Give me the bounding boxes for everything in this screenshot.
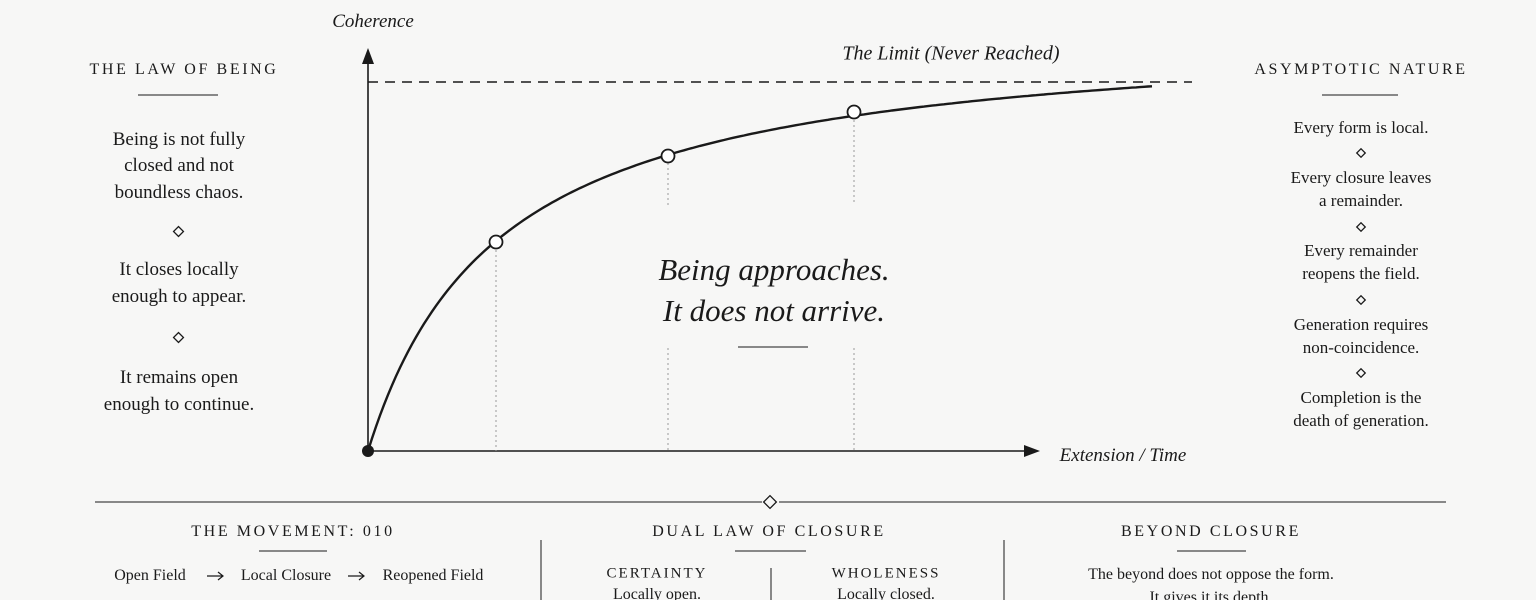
column-text: Locally open. — [613, 586, 701, 600]
column-title: CERTAINTY — [606, 565, 708, 582]
section-text: It gives it its depth. — [1149, 589, 1273, 600]
right-text: a remainder. — [1318, 191, 1404, 210]
sequence-step: Local Closure — [240, 567, 332, 584]
left-text: It remains open — [119, 367, 239, 388]
left-text: enough to continue. — [103, 394, 255, 415]
section-text: The beyond does not oppose the form. — [1088, 566, 1334, 583]
right-text: Every form is local. — [1293, 118, 1429, 137]
right-text: death of generation. — [1293, 411, 1429, 430]
curve-point — [488, 234, 504, 250]
axes — [95, 58, 1446, 600]
x-axis-label: Extension / Time — [1059, 445, 1187, 466]
column-text: Locally closed. — [837, 586, 935, 600]
sequence-arrows — [207, 571, 365, 581]
right-text: non-coincidence. — [1302, 338, 1420, 357]
left-text: enough to appear. — [111, 286, 247, 307]
sequence-step: Open Field — [114, 567, 186, 584]
limit-label: The Limit (Never Reached) — [842, 42, 1060, 65]
sequence-step: Reopened Field — [382, 567, 484, 584]
divider-diamond — [762, 494, 778, 510]
left-title: THE LAW OF BEING — [89, 61, 279, 78]
guide-lines — [495, 120, 855, 451]
origin-point — [362, 445, 374, 457]
y-arrow — [362, 48, 374, 64]
right-text: reopens the field. — [1302, 264, 1420, 283]
center-text: Being approaches. — [658, 252, 890, 287]
section-title: DUAL LAW OF CLOSURE — [652, 523, 886, 540]
right-text: Every remainder — [1304, 241, 1418, 260]
right-text: Generation requires — [1293, 315, 1429, 334]
left-text: It closes locally — [119, 259, 239, 280]
right-text: Completion is the — [1300, 388, 1422, 407]
x-arrow — [1024, 445, 1040, 457]
curve-point — [846, 104, 862, 120]
right-title: ASYMPTOTIC NATURE — [1254, 61, 1468, 78]
curve-point — [660, 148, 676, 164]
y-axis-label: Coherence — [332, 11, 414, 32]
left-text: boundless chaos. — [114, 182, 244, 203]
left-text: Being is not fully — [112, 129, 246, 150]
section-title: BEYOND CLOSURE — [1121, 523, 1301, 540]
column-title: WHOLENESS — [831, 565, 941, 582]
section-title: THE MOVEMENT: 010 — [191, 523, 395, 540]
center-text: It does not arrive. — [662, 293, 886, 328]
right-text: Every closure leaves — [1290, 168, 1432, 187]
left-text: closed and not — [124, 155, 234, 176]
diamonds — [172, 147, 1367, 379]
